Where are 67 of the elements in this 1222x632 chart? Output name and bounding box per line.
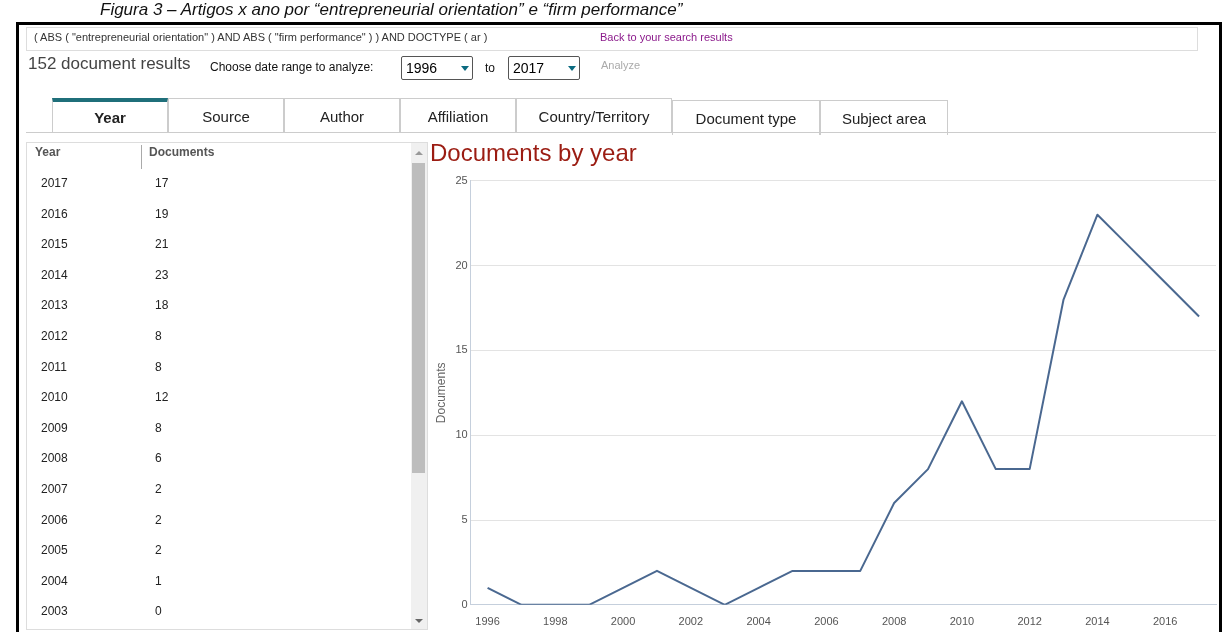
text: 6 — [155, 451, 162, 466]
text: Source — [168, 98, 284, 133]
x-tick-label: 2000 — [610, 615, 636, 628]
text: 2012 — [41, 329, 68, 343]
y-tick-label: 10 — [455, 428, 468, 441]
text: 2014 — [41, 267, 68, 282]
text: 0 — [155, 604, 162, 619]
text: Year — [35, 145, 61, 159]
x-tick-label: 2010 — [949, 615, 975, 628]
text: 19 — [155, 206, 169, 221]
text: Country/Territory — [516, 98, 672, 133]
text: 8 — [155, 359, 162, 374]
text: 2008 — [41, 451, 68, 466]
text: 2011 — [41, 359, 67, 374]
text: 1 — [155, 573, 162, 588]
text: Author — [284, 98, 400, 133]
text: 2009 — [41, 420, 68, 435]
chart-title: Documents by year — [430, 139, 637, 167]
text: 2 — [155, 543, 162, 558]
text: Subject area — [820, 100, 948, 135]
text: Figura 3 – Artigos x ano por “entrepreneurial orientation” e “firm performance” — [100, 0, 683, 20]
text: 2003 — [41, 604, 68, 619]
text: 17 — [155, 176, 169, 190]
y-tick-label: 25 — [455, 173, 468, 186]
text: Back to your search results — [600, 31, 733, 43]
text: 1996 — [406, 60, 438, 76]
text: 2 — [155, 512, 162, 527]
text: 8 — [155, 329, 162, 343]
text: 12 — [155, 390, 169, 405]
text: 21 — [155, 237, 169, 252]
text: 2017 — [41, 176, 68, 190]
x-tick-label: 2016 — [1152, 615, 1178, 628]
x-tick-label: 2008 — [881, 615, 907, 628]
x-tick-label: 2006 — [814, 615, 839, 628]
y-tick-label: 5 — [461, 513, 468, 526]
text: Analyze — [601, 59, 641, 71]
x-tick-label: 2014 — [1085, 615, 1110, 628]
text: 23 — [155, 267, 169, 282]
text: 2016 — [41, 206, 68, 221]
x-tick-label: 1998 — [543, 615, 568, 628]
text: 2017 — [513, 60, 545, 76]
text: Document type — [672, 100, 820, 135]
text: 2010 — [41, 390, 68, 405]
text: ( ABS ( "entrepreneurial orientation" ) AND ABS ( "firm performance" ) ) AND DOCTYPE ( ar ) — [34, 31, 488, 43]
text: 2005 — [41, 543, 68, 558]
text: 2013 — [41, 298, 68, 313]
x-tick-label: 1996 — [475, 615, 500, 628]
y-axis-title: Documents — [433, 362, 448, 424]
y-tick-label: 20 — [455, 258, 468, 271]
text: 152 document results — [28, 54, 191, 74]
text: 18 — [155, 298, 169, 313]
text: Year — [52, 98, 168, 133]
x-tick-label: 2012 — [1017, 615, 1042, 628]
text: 8 — [155, 420, 162, 435]
text: 2006 — [41, 512, 68, 527]
y-tick-label: 0 — [461, 597, 468, 610]
text: Affiliation — [400, 98, 516, 133]
text: Choose date range to analyze: — [210, 60, 374, 74]
x-tick-label: 2004 — [746, 615, 771, 628]
text: 2 — [155, 482, 162, 496]
text: to — [485, 61, 496, 75]
text: 2015 — [41, 237, 68, 252]
text: 2004 — [41, 573, 68, 588]
text: 2007 — [41, 482, 68, 496]
x-tick-label: 2002 — [678, 615, 704, 628]
text: Documents — [149, 145, 215, 159]
y-tick-label: 15 — [455, 343, 468, 356]
